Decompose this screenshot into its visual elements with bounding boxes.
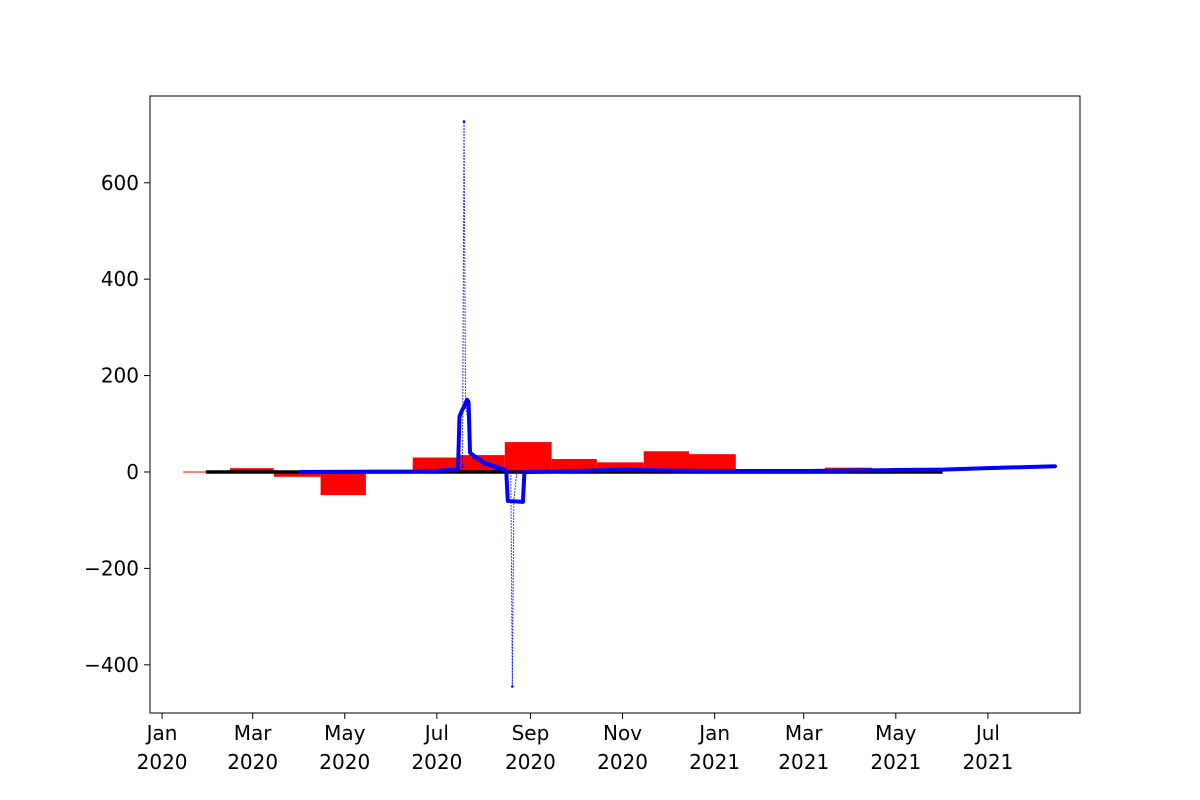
x-tick-label-2: May 2020	[319, 721, 370, 774]
x-tick-label-7: Mar 2021	[778, 721, 829, 774]
x-tick-label-1: Mar 2020	[227, 721, 278, 774]
x-tick-label-6: Jan 2021	[689, 721, 740, 774]
x-axis: Jan 2020 Mar 2020 May 2020 Jul 2020 Sep 2020 Nov 20…	[137, 713, 1013, 774]
x-tick-label-9: Jul 2021	[962, 721, 1013, 774]
bar-8	[596, 462, 644, 472]
x-tick-label-0: Jan 2020	[137, 721, 188, 774]
x-tick-label-8: May 2021	[870, 721, 921, 774]
series-0-point-13	[509, 470, 513, 473]
series-0-point-4	[461, 465, 464, 469]
bar-3	[320, 471, 366, 496]
bar-9	[643, 451, 689, 472]
lines-layer	[205, 120, 1058, 688]
y-tick-label-1: −200	[84, 556, 139, 580]
x-tick-label-5: Nov 2020	[597, 721, 648, 774]
y-tick-label-0: −400	[84, 653, 139, 677]
plot-area-frame	[149, 95, 1081, 714]
x-tick-label-3: Jul 2020	[411, 721, 462, 774]
bar-6	[504, 442, 552, 472]
series-0-point-5	[462, 120, 466, 123]
y-tick-label-3: 200	[101, 364, 139, 388]
y-axis: −400 −200 0 200 400 600	[84, 171, 150, 677]
bar-2	[273, 471, 321, 477]
bar-1	[230, 468, 274, 472]
y-tick-label-2: 0	[126, 460, 139, 484]
series-line-1	[299, 397, 1056, 504]
series-0-point-14	[511, 685, 514, 688]
y-tick-label-4: 400	[101, 267, 139, 291]
bar-0	[183, 471, 208, 473]
series-0-point-16	[515, 470, 519, 474]
y-tick-label-5: 600	[101, 171, 139, 195]
x-tick-label-4: Sep 2020	[505, 721, 556, 774]
bars-layer	[183, 442, 917, 496]
bar-10	[688, 454, 736, 472]
